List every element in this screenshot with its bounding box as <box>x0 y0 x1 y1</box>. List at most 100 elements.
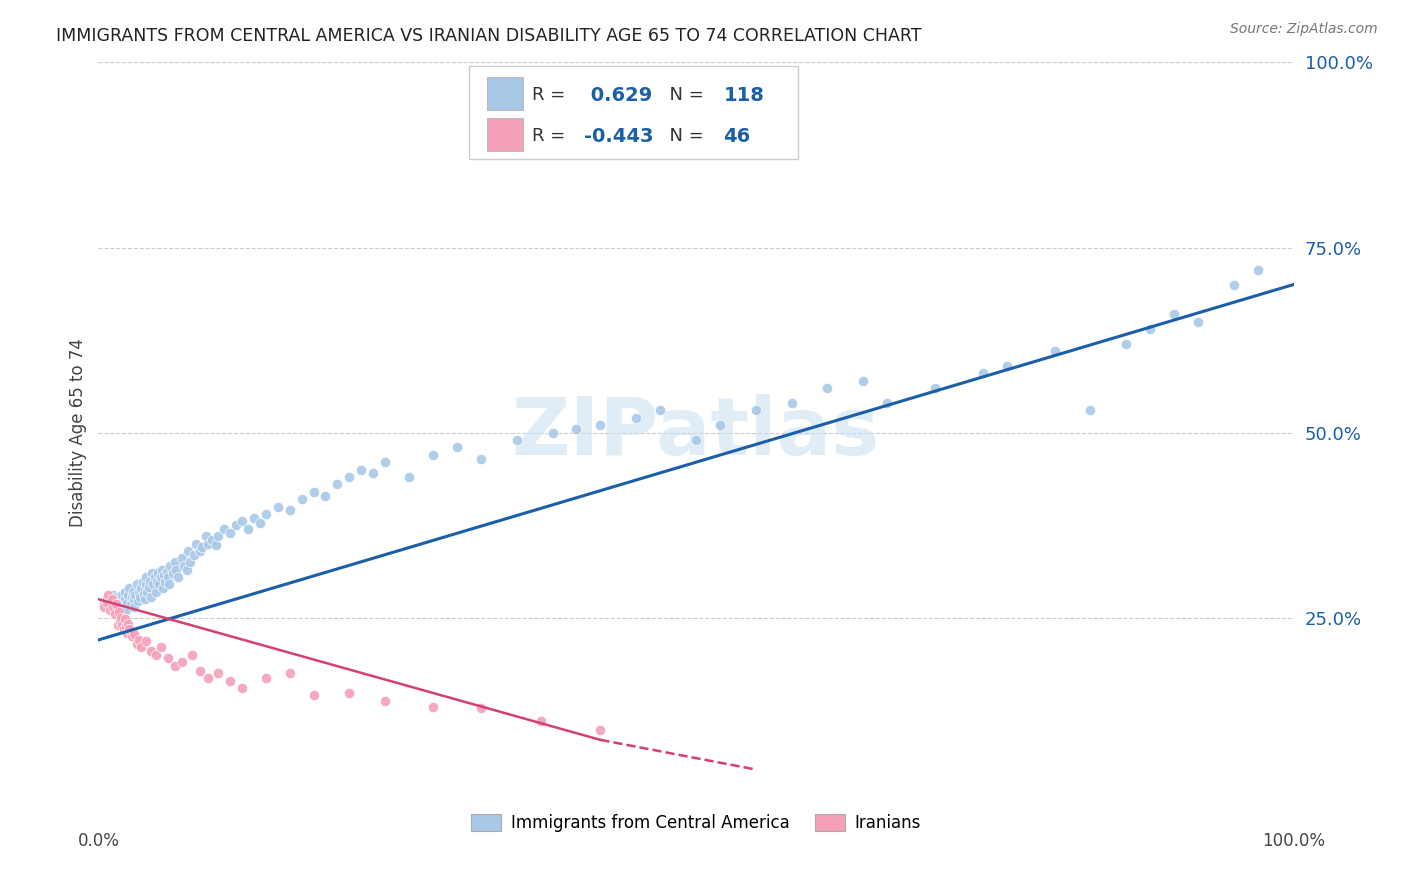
Point <box>128 584 150 599</box>
Point <box>374 693 396 707</box>
Point <box>139 644 162 658</box>
Point <box>179 555 201 569</box>
Point <box>110 592 132 607</box>
Point <box>685 433 707 447</box>
Point <box>249 516 271 530</box>
Point <box>96 596 118 610</box>
Point <box>105 594 128 608</box>
Bar <box>486 77 523 111</box>
Point <box>254 672 277 686</box>
Point <box>112 622 135 636</box>
Point <box>278 503 301 517</box>
Point <box>101 589 124 603</box>
Point <box>339 686 361 700</box>
Point <box>278 666 301 681</box>
Point <box>207 666 229 681</box>
Point <box>201 533 224 547</box>
Point <box>243 510 266 524</box>
Point <box>1163 307 1185 321</box>
Point <box>315 489 337 503</box>
Point <box>589 418 612 433</box>
Point <box>302 689 325 703</box>
Point <box>446 441 468 455</box>
Point <box>374 455 396 469</box>
Point <box>107 605 129 619</box>
Point <box>172 655 194 669</box>
Point <box>145 648 167 662</box>
Point <box>155 575 177 590</box>
Point <box>149 640 172 655</box>
Point <box>132 587 155 601</box>
Point <box>135 570 157 584</box>
Point <box>398 470 420 484</box>
Point <box>173 558 195 573</box>
Point <box>530 714 553 729</box>
Point <box>118 581 141 595</box>
Point <box>127 594 149 608</box>
Text: 0.0%: 0.0% <box>77 832 120 850</box>
Text: Source: ZipAtlas.com: Source: ZipAtlas.com <box>1230 22 1378 37</box>
Point <box>120 598 142 612</box>
Point <box>148 566 170 581</box>
Point <box>924 381 946 395</box>
Point <box>212 522 235 536</box>
Point <box>219 525 242 540</box>
Point <box>111 596 134 610</box>
Point <box>745 403 768 417</box>
Point <box>96 592 118 607</box>
Point <box>107 590 129 604</box>
Point <box>101 599 124 614</box>
Point <box>188 544 211 558</box>
Point <box>153 567 176 582</box>
Point <box>114 584 136 599</box>
Point <box>291 492 314 507</box>
Point <box>122 584 145 599</box>
Point <box>111 589 134 603</box>
Point <box>231 681 253 695</box>
Point <box>815 381 838 395</box>
Point <box>157 577 180 591</box>
Point <box>589 723 612 738</box>
Point <box>156 651 179 665</box>
Point <box>155 565 177 579</box>
Point <box>648 403 672 417</box>
Point <box>114 592 136 607</box>
Point <box>1139 322 1161 336</box>
Point <box>267 500 290 514</box>
Point <box>111 618 134 632</box>
Point <box>136 584 159 599</box>
Text: ZIPatlas: ZIPatlas <box>512 393 880 472</box>
Point <box>146 575 169 590</box>
Point <box>1187 314 1209 328</box>
Point <box>131 640 153 655</box>
Point <box>143 570 166 584</box>
Point <box>150 563 173 577</box>
Point <box>128 632 150 647</box>
Point <box>852 374 875 388</box>
Point <box>115 603 138 617</box>
Point <box>97 589 120 603</box>
Point <box>107 618 129 632</box>
Point <box>124 592 146 607</box>
Point <box>207 529 229 543</box>
Point <box>108 615 131 629</box>
Point <box>110 610 132 624</box>
Point <box>145 584 167 599</box>
Point <box>422 448 444 462</box>
Point <box>125 637 148 651</box>
Point <box>108 598 131 612</box>
Point <box>709 418 731 433</box>
Point <box>105 598 128 612</box>
Point <box>1043 344 1066 359</box>
FancyBboxPatch shape <box>470 66 797 159</box>
Point <box>104 607 127 621</box>
Legend: Immigrants from Central America, Iranians: Immigrants from Central America, Iranian… <box>464 807 928 838</box>
Point <box>541 425 564 440</box>
Point <box>135 577 157 591</box>
Point <box>470 451 492 466</box>
Point <box>103 603 125 617</box>
Point <box>995 359 1018 373</box>
Point <box>117 589 139 603</box>
Point <box>254 507 277 521</box>
Point <box>876 396 898 410</box>
